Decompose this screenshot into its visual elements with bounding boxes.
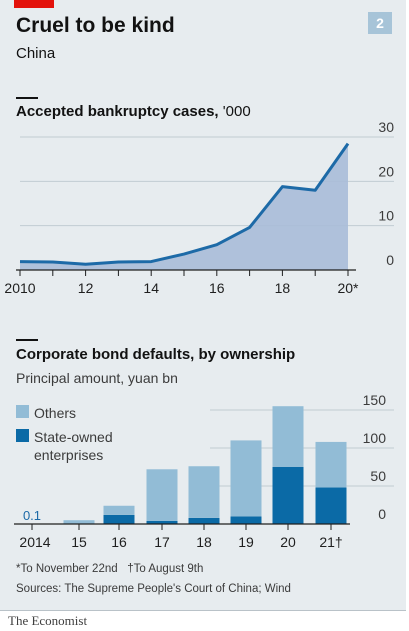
bar-state-owned-3 (146, 520, 178, 524)
chart1-xtick-label: 20* (337, 280, 359, 296)
page-title: Cruel to be kind (16, 14, 175, 37)
page-subtitle: China (16, 45, 56, 62)
bar-others-1 (63, 520, 95, 524)
legend-swatch-others (16, 405, 29, 418)
chart1-area (20, 143, 348, 270)
chart1-xtick-label: 18 (275, 280, 291, 296)
chart2-data-label: 0.1 (23, 508, 41, 523)
bar-state-owned-6 (272, 467, 304, 524)
chart2-xtick-label: 16 (111, 534, 127, 550)
footnotes: *To November 22nd †To August 9th (16, 563, 203, 575)
legend-label-others: Others (34, 405, 77, 421)
legend-item-state-owned: State-owned enterprises (16, 428, 139, 464)
chart2-xtick-label: 17 (154, 534, 170, 550)
bar-others-6 (272, 406, 304, 467)
chart1-xtick-label: 14 (143, 280, 159, 296)
bankruptcy-area-chart: 0 10 20 30 2010 12 14 16 18 20* (4, 119, 394, 296)
legend-label-state-owned: State-owned enterprises (34, 429, 113, 463)
chart2-ytick-label: 0 (378, 506, 386, 522)
bar-state-owned-5 (230, 516, 262, 524)
chart2-xtick-label: 21† (319, 534, 342, 550)
bar-others-4 (188, 466, 220, 518)
bar-others-5 (230, 440, 262, 517)
chart-card: 2 Cruel to be kind China Accepted bankru… (0, 0, 406, 611)
chart1-line (19, 142, 350, 266)
bar-others-3 (146, 469, 178, 521)
bar-state-owned-4 (188, 517, 220, 524)
chart2-xtick-label: 2014 (19, 534, 50, 550)
footnote-a: *To November 22nd (16, 563, 118, 575)
chart-number-badge: 2 (368, 12, 392, 34)
chart1-xtick-label: 12 (78, 280, 94, 296)
chart1-ytick-label: 0 (386, 252, 394, 268)
chart2-ytick-label: 50 (370, 468, 386, 484)
publisher-logo: The Economist (8, 613, 88, 628)
chart2-xtick-label: 15 (71, 534, 87, 550)
chart1-unit: '000 (222, 103, 251, 120)
footnote-b: †To August 9th (127, 563, 204, 575)
chart1-ytick-label: 10 (378, 208, 394, 224)
bar-state-owned-7 (315, 487, 347, 524)
legend-item-others: Others (16, 404, 76, 422)
chart1-ytick-label: 20 (378, 163, 394, 179)
chart1-ytick-label: 30 (378, 119, 394, 135)
chart1-title: Accepted bankruptcy cases, '000 (16, 103, 251, 120)
chart1-xtick-label: 16 (209, 280, 225, 296)
chart2-ytick-label: 150 (363, 392, 387, 408)
chart1-xtick-label: 2010 (4, 280, 35, 296)
red-accent-tab (14, 0, 54, 8)
bar-others-7 (315, 441, 347, 488)
chart2-subtitle: Principal amount, yuan bn (16, 370, 178, 386)
sources-note: Sources: The Supreme People's Court of C… (16, 583, 291, 595)
bond-defaults-bar-chart: 0 50 100 150 0.1 2014 15 16 17 18 19 20 21† (14, 392, 394, 550)
chart2-xtick-label: 19 (238, 534, 254, 550)
chart2-rule (16, 339, 38, 341)
legend-swatch-state-owned (16, 429, 29, 442)
chart2-ytick-label: 100 (363, 430, 387, 446)
bar-others-2 (103, 505, 135, 515)
bar-state-owned-2 (103, 514, 135, 524)
chart1-rule (16, 97, 38, 99)
chart2-title: Corporate bond defaults, by ownership (16, 346, 296, 363)
chart1-title-text: Accepted bankruptcy cases, (16, 103, 219, 120)
chart2-xtick-label: 20 (280, 534, 296, 550)
chart2-xtick-label: 18 (196, 534, 212, 550)
